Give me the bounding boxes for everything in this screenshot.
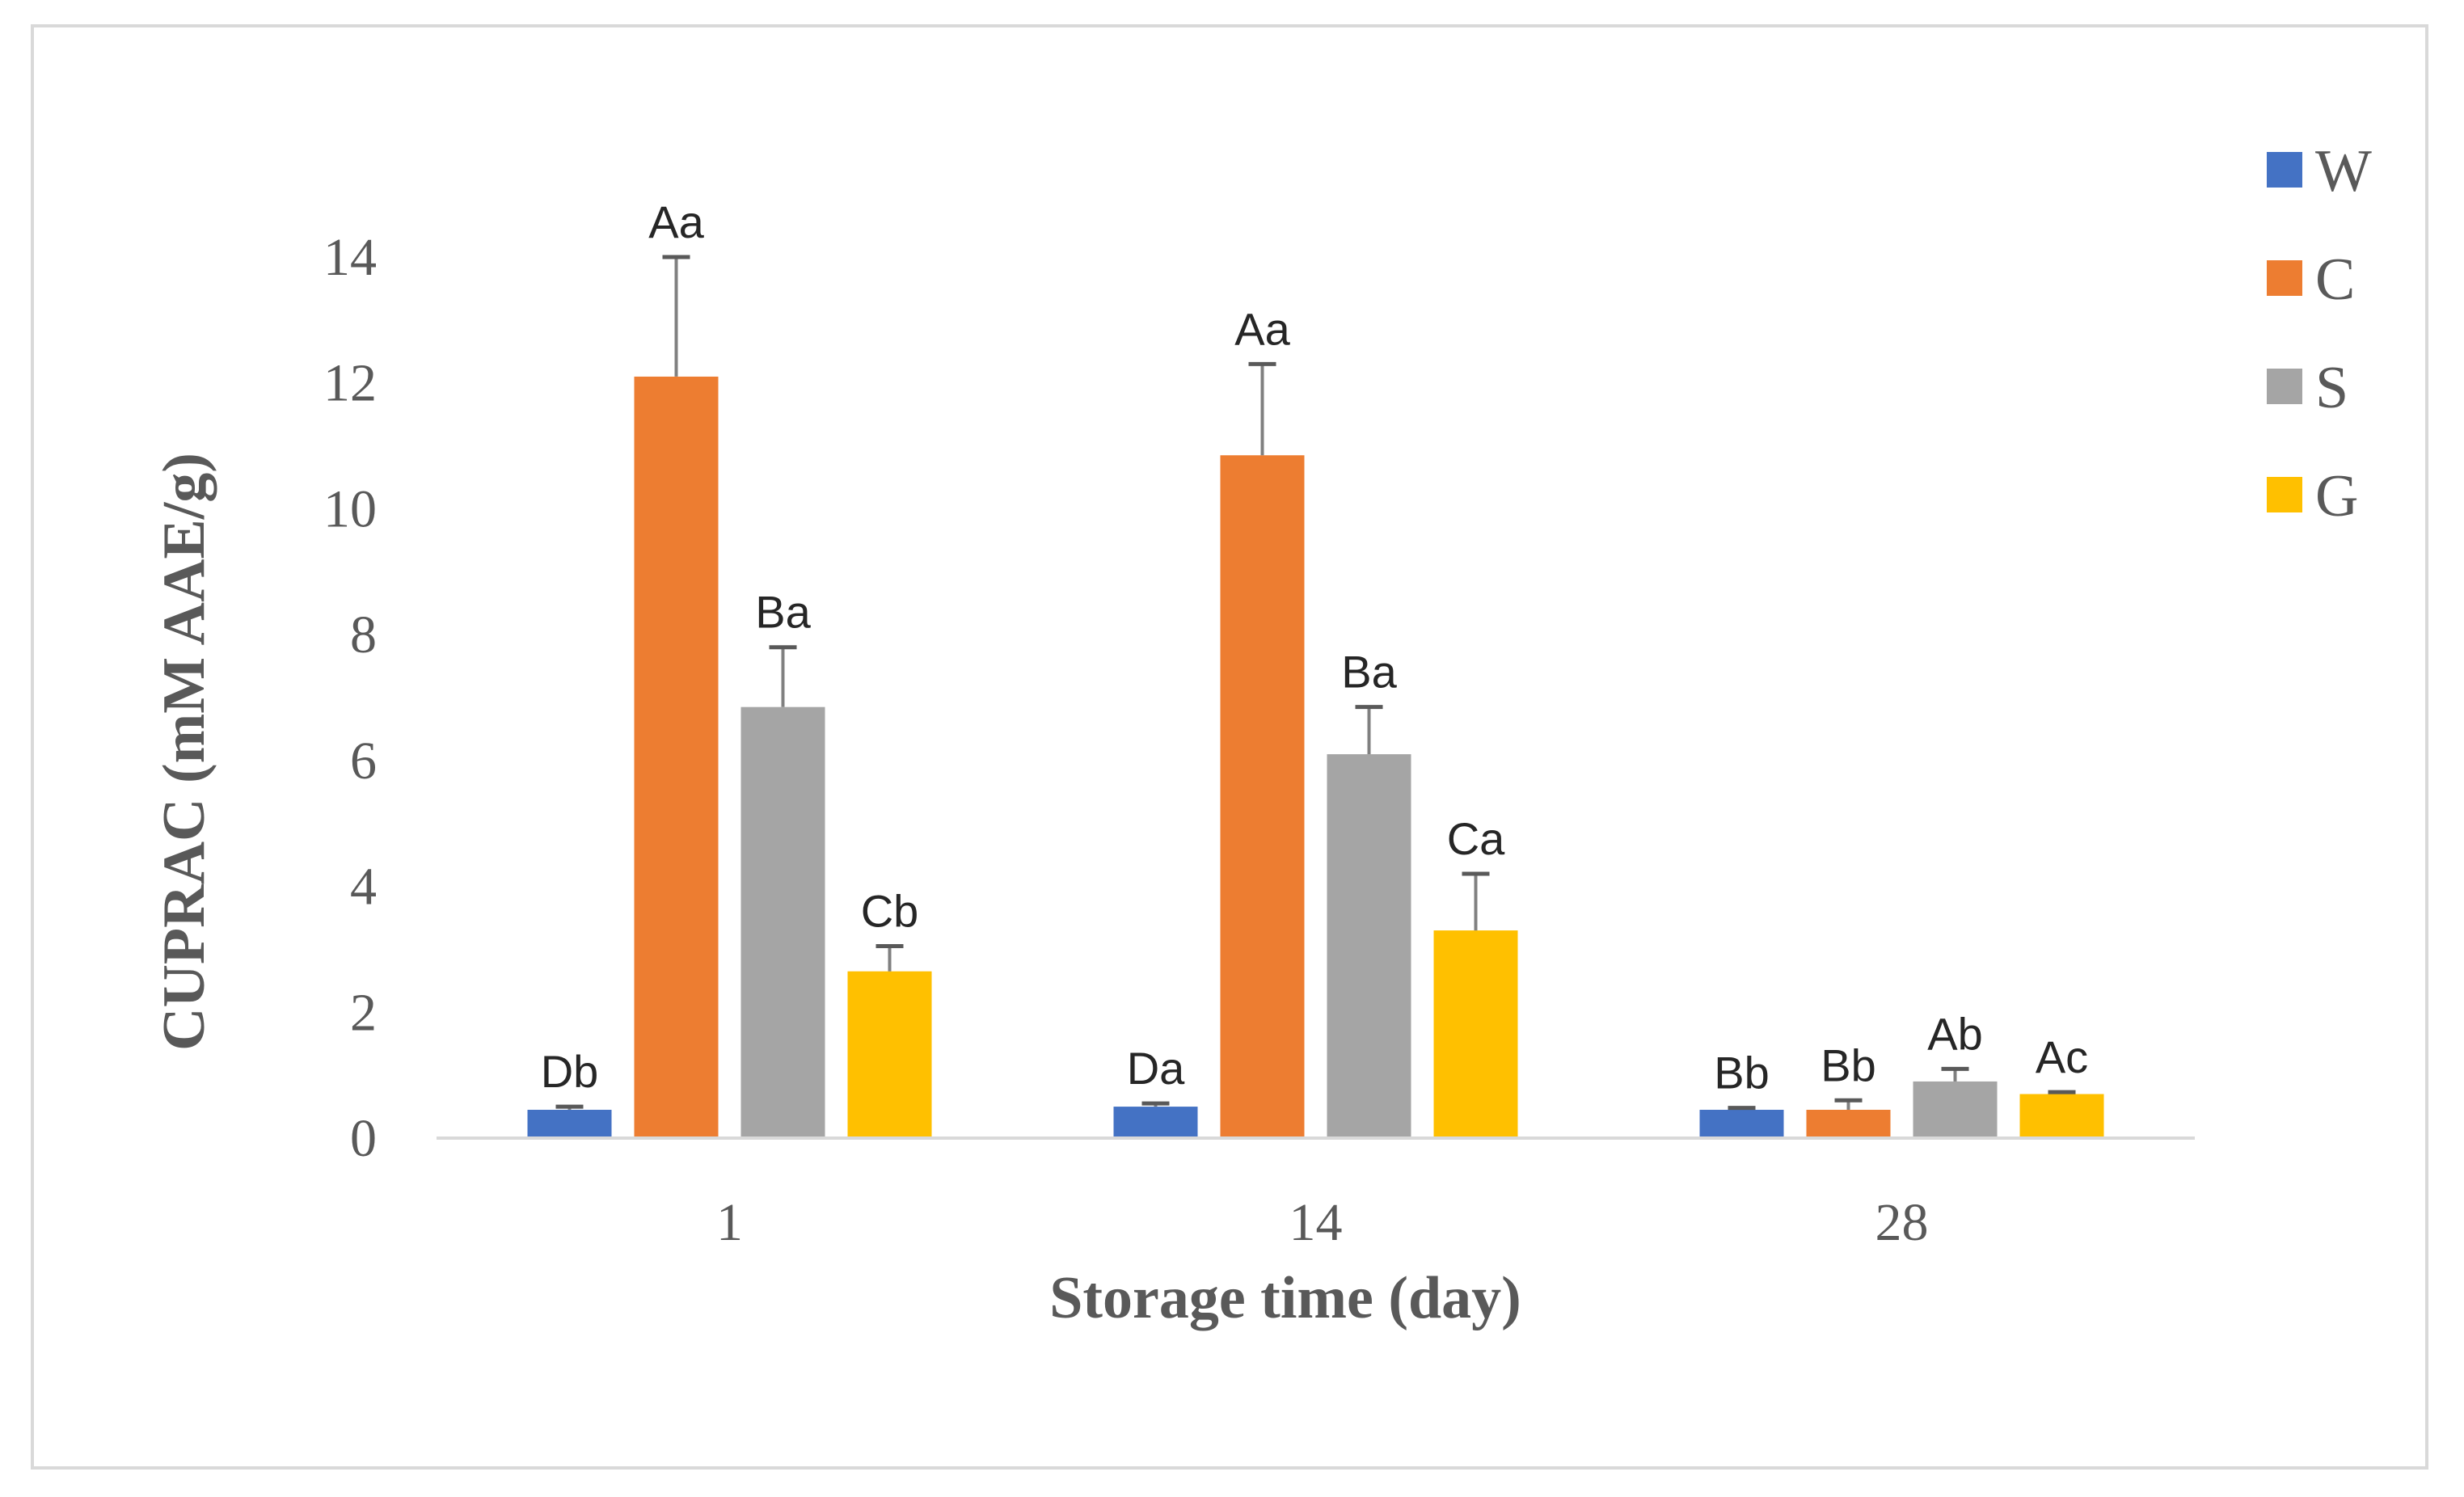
significance-letter-w-day-14: Da <box>1127 1043 1185 1094</box>
y-tick-label: 6 <box>350 732 377 791</box>
significance-letter-c-day-1: Aa <box>648 196 704 247</box>
bar-s-day-28 <box>1913 1081 1998 1138</box>
significance-letter-g-day-28: Ac <box>2036 1031 2088 1082</box>
legend-swatch <box>2267 477 2302 512</box>
error-bar-c-day-14 <box>1248 361 1276 456</box>
error-bar-c-day-28 <box>1834 1098 1863 1110</box>
significance-letter-c-day-28: Bb <box>1821 1039 1876 1090</box>
error-bar-s-day-14 <box>1355 705 1383 755</box>
bar-w-day-28 <box>1699 1109 1784 1138</box>
y-tick-label: 8 <box>350 605 377 664</box>
error-bar-s-day-28 <box>1941 1066 1969 1082</box>
x-tick-labels: 1 14 28 <box>716 1193 1929 1252</box>
significance-letter-g-day-14: Ca <box>1447 813 1505 864</box>
bar-c-day-14 <box>1220 455 1305 1138</box>
x-axis-title: Storage time (day) <box>1049 1265 1521 1331</box>
legend-label: W <box>2315 138 2372 205</box>
bar-s-day-14 <box>1327 754 1411 1138</box>
y-tick-label: 10 <box>323 479 377 538</box>
bar-g-day-14 <box>1433 930 1518 1138</box>
legend-label: C <box>2315 247 2355 313</box>
significance-letter-s-day-28: Ab <box>1927 1008 1983 1059</box>
x-tick-label: 1 <box>716 1193 743 1252</box>
significance-letter-w-day-28: Bb <box>1714 1048 1770 1099</box>
significance-letter-s-day-14: Ba <box>1341 647 1397 698</box>
y-axis-title: CUPRAC (mM AAE/g) <box>151 453 217 1051</box>
significance-letter-w-day-1: Db <box>541 1046 599 1097</box>
x-tick-label: 14 <box>1289 1193 1343 1252</box>
bar-s-day-1 <box>740 706 825 1138</box>
legend-item-c: C <box>2267 247 2355 313</box>
error-bar-w-day-1 <box>555 1104 584 1110</box>
bar-g-day-1 <box>847 971 932 1138</box>
legend-item-g: G <box>2267 463 2358 529</box>
error-bar-g-day-14 <box>1462 871 1490 931</box>
y-tick-label: 14 <box>323 228 377 287</box>
significance-letter-s-day-1: Ba <box>755 587 811 638</box>
error-bar-s-day-1 <box>769 645 797 707</box>
error-bars-layer <box>555 255 2076 1111</box>
significance-letter-c-day-14: Aa <box>1234 303 1290 354</box>
y-tick-label: 2 <box>350 983 377 1042</box>
bar-w-day-1 <box>527 1109 612 1138</box>
bar-w-day-14 <box>1113 1107 1198 1138</box>
y-tick-label: 12 <box>323 354 377 413</box>
legend-swatch <box>2267 152 2302 188</box>
bar-g-day-28 <box>2019 1094 2104 1138</box>
legend-label: S <box>2315 355 2348 421</box>
y-tick-label: 4 <box>350 858 377 917</box>
legend-label: G <box>2315 463 2358 529</box>
error-bar-g-day-28 <box>2048 1090 2076 1094</box>
bars-layer <box>527 376 2104 1138</box>
error-bar-w-day-28 <box>1728 1106 1756 1111</box>
significance-letters-layer: Db Da Bb Aa Aa Bb Ba Ba Ab Cb Ca Ac <box>541 196 2088 1099</box>
legend-swatch <box>2267 369 2302 404</box>
error-bar-w-day-14 <box>1141 1101 1170 1107</box>
error-bar-g-day-1 <box>875 944 904 972</box>
y-tick-labels: 0 2 4 6 8 10 12 14 <box>323 228 377 1168</box>
error-bar-c-day-1 <box>662 255 690 377</box>
bar-c-day-1 <box>634 376 719 1138</box>
significance-letter-g-day-1: Cb <box>861 886 919 937</box>
bar-c-day-28 <box>1806 1109 1891 1138</box>
y-tick-label: 0 <box>350 1109 377 1168</box>
x-tick-label: 28 <box>1875 1193 1929 1252</box>
legend-item-s: S <box>2267 355 2348 421</box>
legend-swatch <box>2267 260 2302 296</box>
legend-item-w: W <box>2267 138 2372 205</box>
